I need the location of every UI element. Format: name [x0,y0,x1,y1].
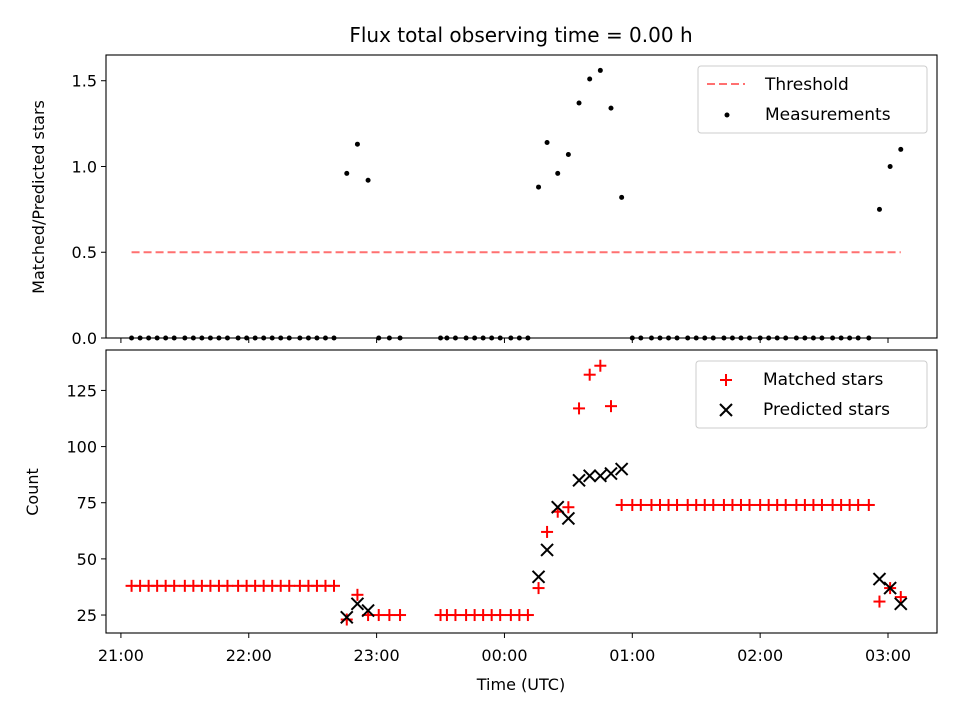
predicted-star-point [883,581,897,595]
xtick-label: 21:00 [98,646,144,665]
bottom-axis-ticks: 25 50 75 100 125 21:00 22:00 23:00 00:00 01:00 02:… [66,381,911,665]
legend-predicted-swatch [719,403,733,417]
matched-star-point [283,579,296,592]
legend-measurements-label: Measurements [765,105,891,125]
predicted-star-point [531,570,546,584]
matched-star-point [449,609,462,622]
predicted-star-point [361,603,375,618]
top-legend-box [697,65,928,134]
xtick-label: 22:00 [226,646,272,665]
measurement-point [887,163,893,169]
measurement-point [344,170,350,176]
legend-threshold-label: Threshold [764,75,849,95]
matched-star-point [573,402,586,415]
matched-star-point [707,498,720,511]
matched-star-point [532,582,545,595]
xtick-label: 03:00 [865,646,911,665]
matched-star-point [815,498,828,511]
predicted-star-point [872,572,887,586]
matched-star-point [383,609,396,622]
xtick-label: 01:00 [609,646,655,665]
matched-star-point [743,498,756,511]
matched-star-point [168,579,181,592]
matched-star-point [671,498,684,511]
measurement-point [876,206,882,212]
matched-star-point [351,588,364,601]
matched-star-point [873,595,886,608]
matched-star-point [894,591,907,604]
measurement-point [597,67,603,73]
bottom-legend: Matched stars Predicted stars [695,360,928,429]
matched-star-point [779,498,792,511]
bottom-ytick-label: 100 [66,438,97,457]
matched-star-point [615,498,628,511]
predicted-star-point [593,469,608,483]
chart-title: Flux total observing time = 0.00 h [349,23,692,47]
top-ytick-label: 1.0 [72,157,97,176]
measurement-point [536,184,542,190]
measurement-point [555,170,561,176]
predicted-star-point [572,473,586,487]
bottom-ytick-label: 125 [66,381,97,400]
measurement-point [619,194,625,200]
top-legend: Threshold Measurements [697,65,928,134]
top-y-axis-label: Matched/Predicted stars [29,100,48,294]
bottom-ytick-label: 75 [77,494,97,513]
predicted-star-point [582,469,597,483]
legend-matched-label: Matched stars [763,370,883,390]
matched-star-point [562,501,575,514]
bottom-ytick-label: 25 [77,606,97,625]
measurement-point [365,177,371,183]
predicted-star-point [604,466,618,481]
bottom-ytick-label: 50 [77,550,97,569]
matched-star-point [634,498,647,511]
top-ytick-label: 0.5 [72,243,97,262]
matched-star-point [583,368,596,381]
top-axis-ticks: 0.0 0.5 1.0 1.5 [72,72,889,348]
matched-star-point [541,525,554,538]
matched-star-point [594,359,607,372]
xtick-label: 02:00 [737,646,783,665]
bottom-panel: 25 50 75 100 125 21:00 22:00 23:00 00:00 01:00 02:… [23,349,938,694]
predicted-star-point [340,610,354,624]
legend-matched-swatch [720,374,732,386]
measurement-point [576,100,582,106]
predicted-star-point [551,500,565,514]
measurement-point [544,139,550,145]
measurement-point [587,76,593,82]
matched-star-point [862,498,875,511]
matched-star-point [494,609,507,622]
xtick-label: 23:00 [354,646,400,665]
bottom-axes-frame [105,349,938,634]
predicted-star-point [561,511,576,526]
matched-star-point [372,609,385,622]
top-ytick-label: 1.5 [72,72,97,91]
measurement-point [898,146,904,152]
bottom-plot-area [125,359,908,626]
top-axes-frame [105,54,938,339]
predicted-star-point [540,543,554,557]
matched-star-point [852,498,865,511]
matched-star-point [394,609,407,622]
matched-star-point [604,400,617,413]
predicted-star-point [614,462,629,476]
bottom-legend-box [695,360,928,429]
legend-predicted-label: Predicted stars [763,400,890,420]
matched-star-point [340,613,353,626]
legend-measurements-swatch [724,112,730,118]
measurement-point [565,151,571,157]
top-panel: Flux total observing time = 0.00 h 0.00.… [29,23,938,348]
measurement-point [608,105,614,111]
measurement-point [354,141,360,147]
xtick-label: 00:00 [481,646,527,665]
matched-star-point [521,609,534,622]
predicted-star-point [350,597,365,611]
matched-star-point [327,579,340,592]
predicted-star-point [894,597,908,611]
x-axis-label: Time (UTC) [476,675,565,694]
matched-star-point [221,579,234,592]
top-ytick-label: 0.0 [72,329,97,348]
bottom-y-axis-label: Count [23,468,42,516]
